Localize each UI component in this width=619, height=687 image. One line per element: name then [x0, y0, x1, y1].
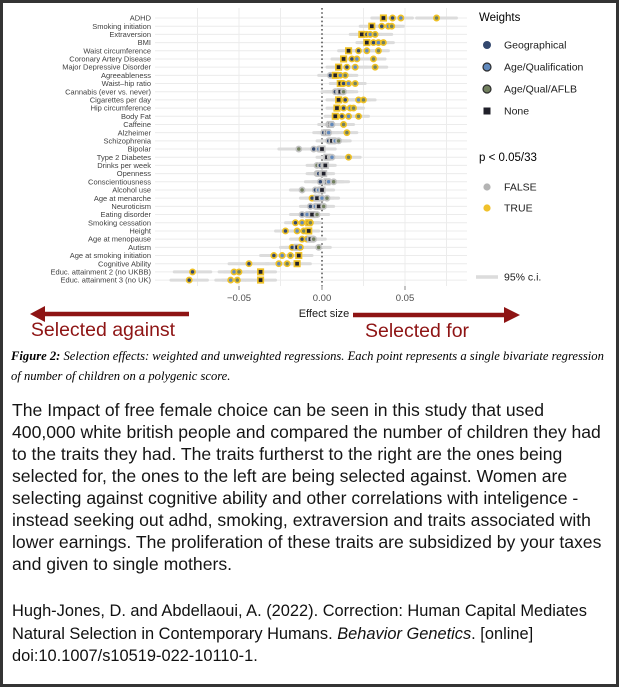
svg-text:Caffeine: Caffeine	[123, 120, 151, 129]
svg-text:Waist circumference: Waist circumference	[83, 46, 151, 55]
figure-caption-text: Selection effects: weighted and unweight…	[11, 349, 604, 383]
svg-text:Cognitive Ability: Cognitive Ability	[98, 259, 151, 268]
svg-text:Height: Height	[129, 227, 152, 236]
svg-text:TRUE: TRUE	[504, 203, 533, 215]
svg-text:Drinks per week: Drinks per week	[97, 161, 151, 170]
svg-text:Waist–hip ratio: Waist–hip ratio	[102, 79, 151, 88]
svg-text:Autism: Autism	[128, 243, 151, 252]
svg-text:Alzheimer: Alzheimer	[118, 128, 152, 137]
svg-text:Geographical: Geographical	[504, 40, 566, 52]
figure-caption-label: Figure 2:	[11, 349, 61, 363]
svg-text:Age/Qual/AFLB: Age/Qual/AFLB	[504, 84, 577, 96]
citation-journal: Behavior Genetics	[337, 624, 472, 643]
svg-text:None: None	[504, 106, 529, 118]
citation-text-pre: Hugh-Jones, D. and Abdellaoui, A. (2022)…	[12, 602, 587, 643]
svg-text:Extraversion: Extraversion	[109, 30, 151, 39]
svg-text:Effect size: Effect size	[299, 308, 350, 320]
svg-text:Body Fat: Body Fat	[121, 112, 152, 121]
svg-text:Age at menopause: Age at menopause	[88, 235, 151, 244]
svg-text:Agreeableness: Agreeableness	[101, 71, 151, 80]
svg-text:Smoking cessation: Smoking cessation	[88, 218, 151, 227]
svg-text:Selected against: Selected against	[31, 319, 176, 341]
svg-text:Major Depressive Disorder: Major Depressive Disorder	[62, 63, 151, 72]
svg-text:Neuroticism: Neuroticism	[111, 202, 151, 211]
svg-text:BMI: BMI	[138, 38, 151, 47]
figure-caption: Figure 2: Selection effects: weighted an…	[11, 347, 606, 386]
citation-text-post: . [online] doi:10.1007/s10519-022-10110-…	[12, 624, 534, 666]
figure-block: ADHD Smoking initiation Extraversion BMI Wai…	[3, 3, 616, 343]
svg-text:Age at smoking initiation: Age at smoking initiation	[70, 251, 151, 260]
svg-text:−0.05: −0.05	[227, 293, 251, 304]
svg-text:Coronary Artery Disease: Coronary Artery Disease	[69, 55, 151, 64]
svg-text:Educ. attainment 3 (no UK): Educ. attainment 3 (no UK)	[61, 276, 152, 285]
svg-text:Type 2 Diabetes: Type 2 Diabetes	[97, 153, 151, 162]
svg-text:Smoking initiation: Smoking initiation	[92, 22, 151, 31]
svg-text:ADHD: ADHD	[130, 14, 152, 23]
svg-text:Age/Qualification: Age/Qualification	[504, 62, 584, 74]
svg-text:Hip circumference: Hip circumference	[91, 104, 151, 113]
svg-text:Age at menarche: Age at menarche	[94, 194, 151, 203]
commentary-paragraph: The Impact of free female choice can be …	[12, 400, 602, 575]
svg-text:Educ. attainment 2 (no UKBB): Educ. attainment 2 (no UKBB)	[51, 267, 152, 276]
svg-text:Cigarettes per day: Cigarettes per day	[90, 96, 152, 105]
svg-text:Weights: Weights	[479, 12, 521, 24]
svg-text:0.05: 0.05	[396, 293, 415, 304]
svg-text:Schizophrenia: Schizophrenia	[103, 136, 151, 145]
svg-text:0.00: 0.00	[313, 293, 332, 304]
svg-text:Eating disorder: Eating disorder	[101, 210, 152, 219]
svg-text:FALSE: FALSE	[504, 182, 537, 194]
svg-text:Openness: Openness	[117, 169, 151, 178]
svg-text:Cannabis (ever vs. never): Cannabis (ever vs. never)	[65, 87, 151, 96]
citation: Hugh-Jones, D. and Abdellaoui, A. (2022)…	[12, 600, 608, 668]
svg-text:Selected for: Selected for	[365, 320, 470, 342]
svg-text:Bipolar: Bipolar	[128, 145, 152, 154]
svg-text:p < 0.05/33: p < 0.05/33	[479, 152, 537, 164]
svg-text:Conscientiousness: Conscientiousness	[88, 177, 151, 186]
svg-text:Alcohol use: Alcohol use	[112, 186, 151, 195]
svg-text:95% c.i.: 95% c.i.	[504, 272, 541, 284]
